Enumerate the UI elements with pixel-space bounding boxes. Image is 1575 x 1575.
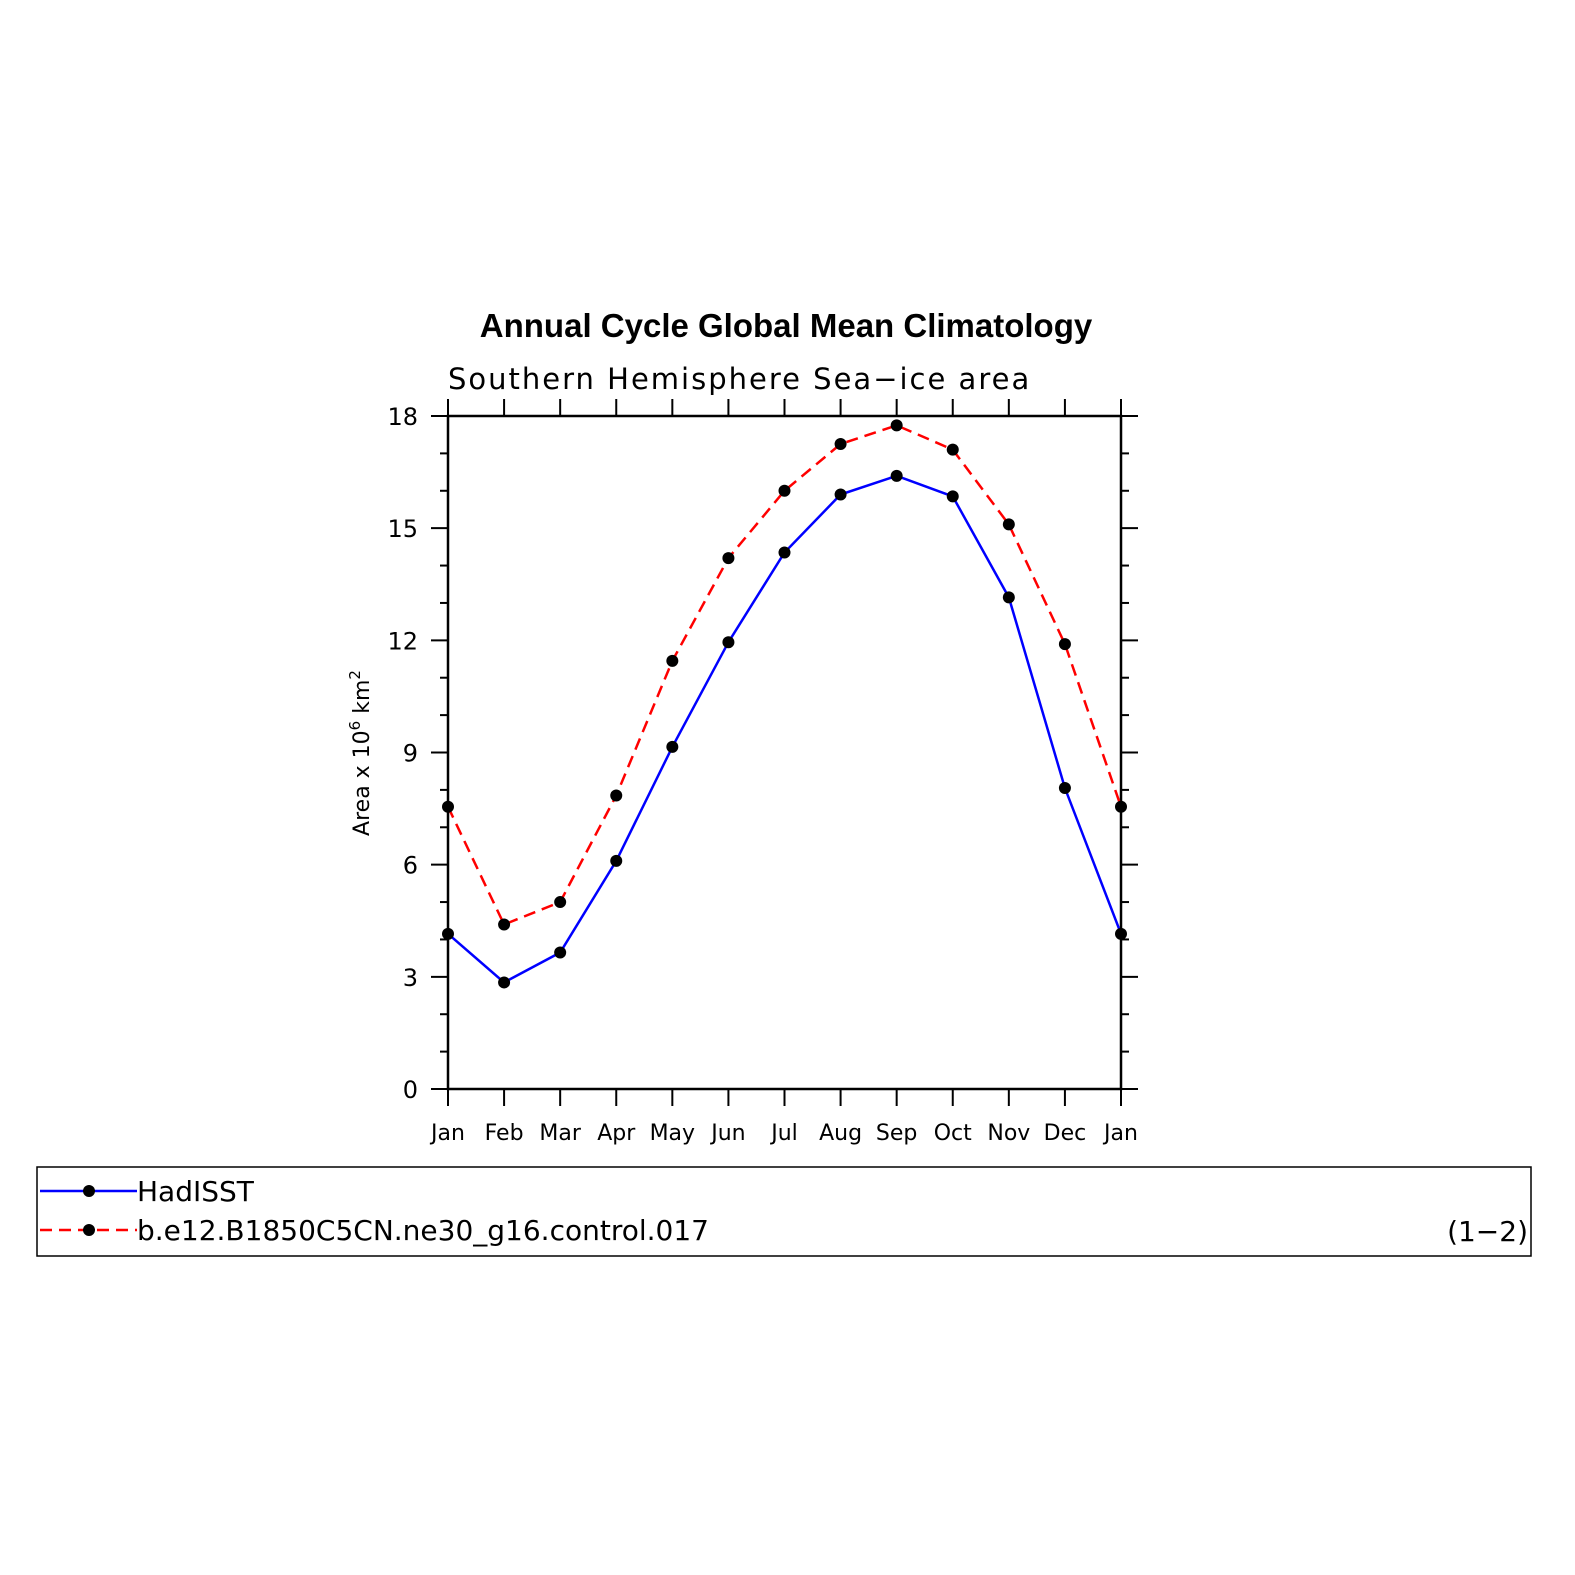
y-axis-label-text: Area x 10	[350, 730, 375, 836]
y-tick-label: 3	[403, 964, 418, 992]
data-point	[722, 552, 735, 565]
x-tick-label: Aug	[819, 1121, 862, 1146]
legend-marker-1	[83, 1185, 95, 1197]
x-tick-label: Jan	[429, 1121, 465, 1146]
y-tick-label: 6	[403, 852, 418, 880]
data-point	[610, 854, 623, 867]
y-tick-labels: 0 3 6 9 12 15 18	[387, 403, 418, 1104]
data-point	[946, 490, 959, 503]
legend: HadISST b.e12.B1850C5CN.ne30_g16.control.…	[40, 1175, 709, 1247]
data-point	[498, 918, 511, 931]
x-tick-label: Jul	[769, 1121, 798, 1146]
data-point	[1058, 782, 1071, 795]
legend-label-1: HadISST	[137, 1175, 255, 1208]
plot-area-frame	[446, 414, 1123, 1091]
data-point	[890, 419, 903, 432]
data-point	[1002, 591, 1015, 604]
y-tick-label: 18	[387, 403, 418, 431]
y-axis-label-unit: km	[350, 680, 375, 721]
data-point	[1115, 927, 1127, 940]
data-point	[442, 927, 454, 940]
data-point	[946, 443, 959, 456]
legend-box	[36, 1166, 1532, 1257]
svg-text:Area x 106 km2: Area x 106 km2	[346, 670, 375, 836]
data-point	[554, 946, 567, 959]
data-point	[1058, 638, 1071, 651]
y-tick-label: 12	[387, 627, 418, 655]
data-point	[554, 896, 567, 909]
y-tick-label: 9	[403, 740, 418, 768]
data-point	[1002, 518, 1015, 531]
x-tick-label: Apr	[597, 1121, 636, 1146]
x-tick-label: May	[650, 1121, 695, 1146]
x-tick-label: Mar	[539, 1121, 581, 1146]
data-point	[442, 800, 454, 813]
data-point	[834, 438, 847, 451]
y-axis-label: Area x 106 km2	[346, 670, 375, 836]
data-point	[778, 484, 791, 497]
series-line-2	[446, 424, 1123, 927]
data-point	[890, 469, 903, 482]
data-point	[666, 654, 679, 667]
y-axis-label-unit-exponent: 2	[346, 670, 364, 680]
x-tick-labels: Jan Feb Mar Apr May Jun Jul Aug Sep Oct Nov Dec Jan	[429, 1121, 1138, 1146]
y-tick-label: 15	[387, 515, 418, 543]
data-point	[722, 636, 735, 649]
y-tick-label: 0	[403, 1076, 418, 1104]
legend-marker-2	[83, 1224, 95, 1236]
chart-subtitle: Southern Hemisphere Sea−ice area	[448, 362, 1031, 396]
data-point	[778, 546, 791, 559]
x-tick-label: Jan	[1102, 1121, 1138, 1146]
y-axis-label-exponent: 6	[346, 721, 364, 731]
series-layer	[442, 419, 1127, 989]
data-point	[666, 740, 679, 753]
x-tick-label: Oct	[934, 1121, 972, 1146]
axis-ticks	[431, 399, 1138, 1106]
x-tick-label: Dec	[1044, 1121, 1087, 1146]
x-tick-label: Feb	[485, 1121, 524, 1146]
data-point	[834, 488, 847, 501]
legend-note: (1−2)	[1447, 1215, 1528, 1248]
data-point	[610, 789, 623, 802]
legend-label-2: b.e12.B1850C5CN.ne30_g16.control.017	[137, 1214, 709, 1247]
data-point	[1115, 800, 1127, 813]
x-tick-label: Sep	[876, 1121, 917, 1146]
x-tick-label: Nov	[987, 1121, 1030, 1146]
chart-title: Annual Cycle Global Mean Climatology	[480, 307, 1093, 344]
x-tick-label: Jun	[709, 1121, 745, 1146]
data-point	[498, 976, 511, 989]
